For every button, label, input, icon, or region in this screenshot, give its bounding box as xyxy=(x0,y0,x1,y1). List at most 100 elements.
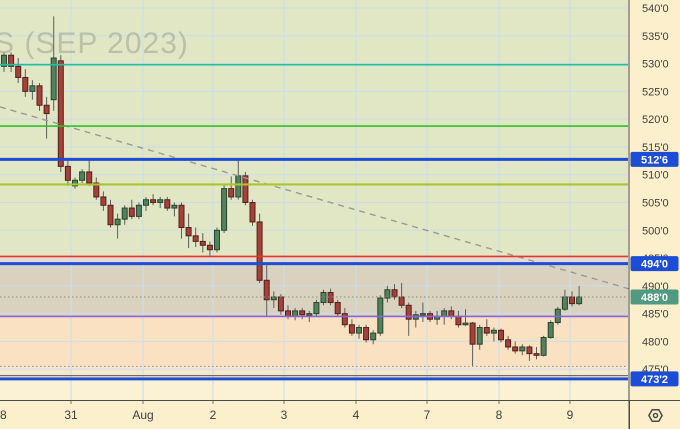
candle-up xyxy=(419,313,426,316)
candle-down xyxy=(299,310,306,316)
candle-up xyxy=(72,179,78,187)
candle-down xyxy=(263,279,270,301)
candle-up xyxy=(356,327,362,334)
time-axis-bg xyxy=(0,400,629,429)
candle-up xyxy=(320,292,327,304)
candle-down xyxy=(277,296,284,312)
candle-down xyxy=(498,329,504,341)
price-line-label-box xyxy=(630,151,679,167)
candle-down xyxy=(363,327,370,341)
candle-down xyxy=(8,54,15,67)
candle-down xyxy=(242,175,249,203)
price-line-label: 473'2 xyxy=(641,374,668,386)
candle-up xyxy=(519,346,526,352)
candle-up xyxy=(157,199,164,203)
price-axis[interactable] xyxy=(629,0,680,400)
candle-up xyxy=(29,85,36,92)
price-tick-label: 520'0 xyxy=(642,114,669,126)
time-label: 7 xyxy=(424,408,431,422)
candle-down xyxy=(206,244,213,251)
candle-up xyxy=(235,175,242,198)
candle-down xyxy=(107,204,114,226)
candle-down xyxy=(341,313,348,326)
time-label: 8 xyxy=(496,408,503,422)
candle-down xyxy=(285,310,291,317)
candle-down xyxy=(569,296,575,305)
price-line-label-box xyxy=(630,256,679,272)
candle-down xyxy=(15,65,22,78)
candle-down xyxy=(192,235,199,242)
time-label: 2 xyxy=(210,408,217,422)
candle-down xyxy=(391,289,398,298)
candle-up xyxy=(171,204,178,209)
candle-down xyxy=(150,199,157,203)
candle-down xyxy=(100,196,107,206)
candle-up xyxy=(306,313,313,316)
candle-up xyxy=(462,322,469,326)
price-tick-label: 530'0 xyxy=(642,59,669,71)
candle-down xyxy=(93,182,100,198)
candle-up xyxy=(135,204,142,217)
candle-up xyxy=(561,296,568,310)
settings-icon xyxy=(647,408,663,422)
candle-up xyxy=(1,54,7,67)
price-zone xyxy=(0,0,628,257)
candle-down xyxy=(483,327,490,334)
price-tick-label: 485'0 xyxy=(642,309,669,321)
price-line-label-box xyxy=(630,371,679,387)
price-axis-bg xyxy=(629,0,680,400)
candle-down xyxy=(526,346,533,355)
candle-down xyxy=(128,207,135,217)
candle-up xyxy=(384,289,391,299)
candle-up xyxy=(547,322,554,339)
price-tick-label: 505'0 xyxy=(642,197,669,209)
candle-down xyxy=(448,310,455,317)
candle-up xyxy=(441,310,448,317)
candle-down xyxy=(199,240,206,246)
candle-down xyxy=(178,204,185,229)
candle-down xyxy=(256,221,263,281)
candle-down xyxy=(505,339,512,348)
candle-up xyxy=(79,171,86,181)
price-tick-label: 515'0 xyxy=(642,142,669,154)
time-label: 9 xyxy=(567,408,574,422)
candle-down xyxy=(36,85,43,106)
candle-down xyxy=(164,199,171,209)
candle-up xyxy=(214,229,220,251)
candle-up xyxy=(377,297,384,334)
candle-down xyxy=(348,324,355,334)
candle-down xyxy=(533,353,540,356)
time-label: 8 xyxy=(0,408,7,422)
candle-down xyxy=(57,60,64,167)
candle-down xyxy=(43,104,50,115)
time-label: 31 xyxy=(64,408,78,422)
candle-up xyxy=(143,199,149,206)
candle-up xyxy=(270,296,277,301)
candle-up xyxy=(313,302,320,315)
price-line-label: 494'0 xyxy=(641,259,668,271)
watermark: S (SEP 2023) xyxy=(0,27,189,60)
candle-up xyxy=(114,218,121,226)
time-axis[interactable] xyxy=(0,400,629,429)
price-tick-label: 480'0 xyxy=(642,336,669,348)
candle-down xyxy=(405,304,412,320)
chart-settings-button[interactable] xyxy=(629,400,680,429)
candle-down xyxy=(185,227,192,237)
price-tick-label: 535'0 xyxy=(642,31,669,43)
candle-up xyxy=(490,329,497,334)
price-line-label: 488'0 xyxy=(641,292,668,304)
candle-down xyxy=(334,302,341,315)
candle-down xyxy=(249,201,256,223)
candle-down xyxy=(86,171,93,184)
candle-down xyxy=(327,292,334,304)
price-tick-label: 540'0 xyxy=(642,3,669,15)
candle-up xyxy=(121,207,128,220)
candle-up xyxy=(221,188,228,231)
candle-up xyxy=(576,296,583,305)
candle-up xyxy=(370,332,377,341)
price-line-label: 512'6 xyxy=(641,154,668,166)
candle-down xyxy=(512,346,519,352)
price-line-label-box xyxy=(630,289,679,305)
